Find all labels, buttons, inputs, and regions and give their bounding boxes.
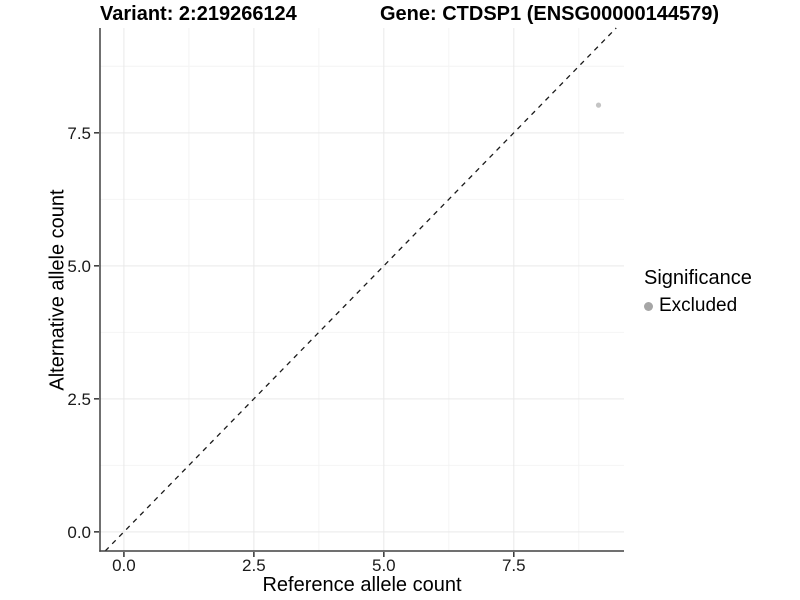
excluded-dot-icon [644,301,653,311]
y-tick-label: 7.5 [67,124,91,143]
legend-item-label: Excluded [659,295,738,316]
legend-title: Significance [644,267,752,289]
x-tick-label: 2.5 [242,556,266,575]
x-tick-label: 0.0 [112,556,136,575]
x-axis-title: Reference allele count [262,574,462,596]
y-tick-label: 0.0 [67,523,91,542]
variant-title: Variant: 2:219266124 [100,3,297,25]
identity-line [104,27,617,552]
y-tick-label: 2.5 [67,390,91,409]
legend: Significance Excluded [644,267,752,317]
y-tick-label: 5.0 [67,257,91,276]
x-tick-label: 5.0 [372,556,396,575]
y-axis-title: Alternative allele count [46,189,69,391]
data-point [595,102,602,108]
x-tick-label: 7.5 [502,556,526,575]
panel-background [100,28,624,551]
legend-item-excluded: Excluded [644,295,752,317]
gene-title: Gene: CTDSP1 (ENSG00000144579) [380,3,720,25]
